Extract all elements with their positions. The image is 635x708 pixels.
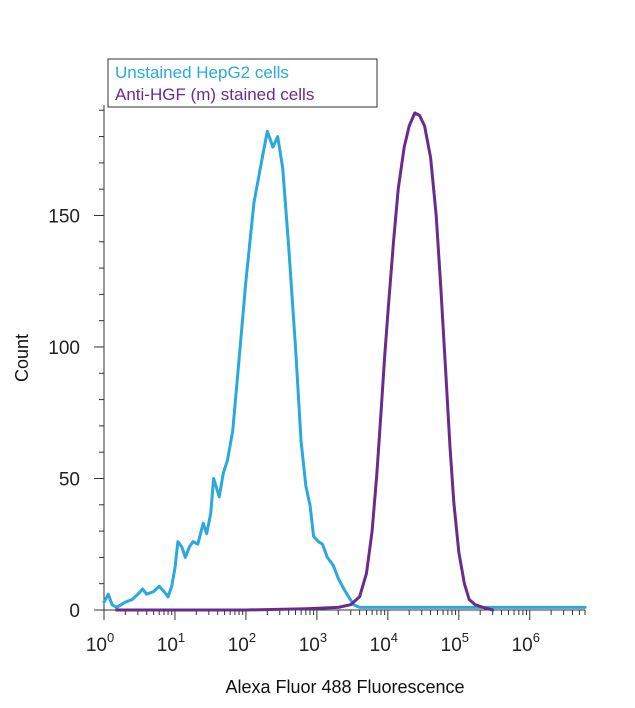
y-tick-label-50: 50 xyxy=(59,469,80,490)
x-tick-label-1: 101 xyxy=(157,630,185,656)
x-tick-label-4: 104 xyxy=(370,630,398,656)
legend: Unstained HepG2 cells Anti-HGF (m) stain… xyxy=(107,58,378,108)
legend-label-unstained: Unstained HepG2 cells xyxy=(115,63,289,82)
y-axis-title: Count xyxy=(12,334,32,382)
series-layer xyxy=(102,111,587,612)
x-tick-label-5: 105 xyxy=(441,630,469,656)
series-line-unstained xyxy=(102,129,587,609)
x-tick-label-6: 106 xyxy=(512,630,540,656)
legend-box xyxy=(107,58,378,108)
y-axis-ticks: 0 50 100 150 xyxy=(48,109,104,622)
y-tick-label-100: 100 xyxy=(48,338,80,359)
x-axis-ticks: 100 101 102 103 104 105 106 xyxy=(86,610,586,656)
series-line-stained xyxy=(115,111,495,612)
x-axis-title: Alexa Fluor 488 Fluorescence xyxy=(225,677,464,697)
x-tick-label-2: 102 xyxy=(228,630,256,656)
y-tick-label-0: 0 xyxy=(69,601,80,622)
x-tick-label-0: 100 xyxy=(86,630,114,656)
legend-label-stained: Anti-HGF (m) stained cells xyxy=(115,85,314,104)
y-tick-label-150: 150 xyxy=(48,206,80,227)
x-tick-label-3: 103 xyxy=(299,630,327,656)
